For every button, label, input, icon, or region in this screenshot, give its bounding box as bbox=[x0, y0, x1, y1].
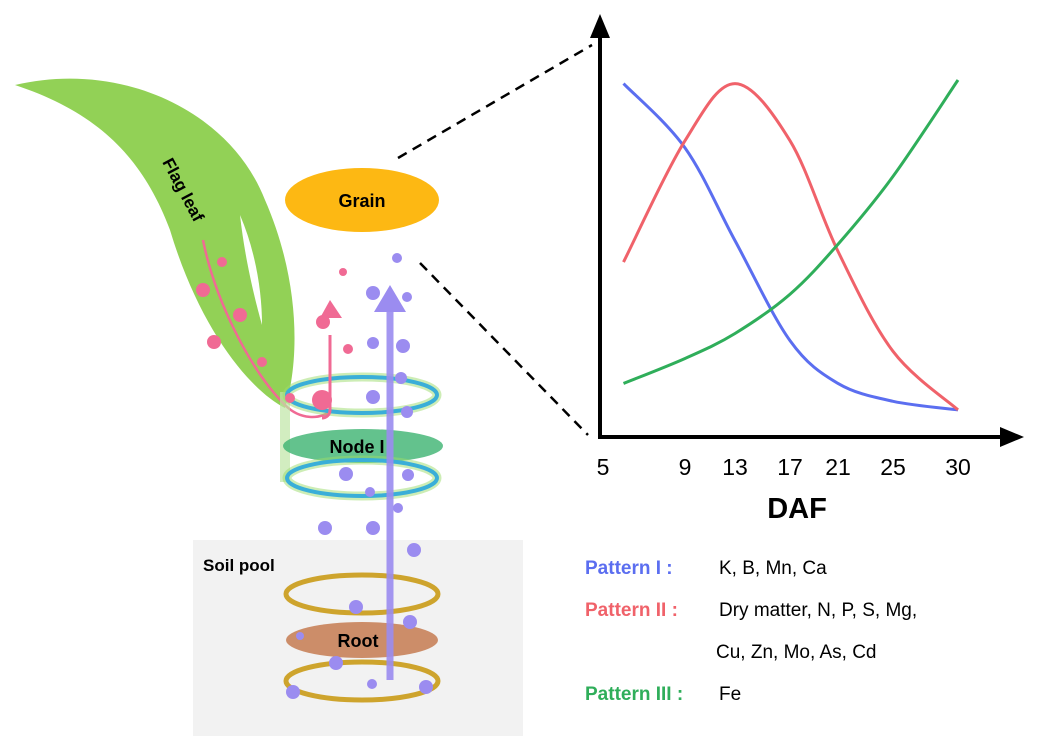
nutrient-particle-blue bbox=[402, 292, 412, 302]
legend-elements: Fe bbox=[719, 684, 741, 705]
nutrient-particle-blue bbox=[396, 339, 410, 353]
legend-elements: Cu, Zn, Mo, As, Cd bbox=[716, 642, 877, 663]
series-line-pattern-ii bbox=[622, 82, 960, 411]
nutrient-particle-blue bbox=[367, 679, 377, 689]
nutrient-particle-pink bbox=[343, 344, 353, 354]
nutrient-particle-blue bbox=[367, 337, 379, 349]
node-ring-top-line bbox=[285, 375, 439, 415]
series-line-pattern-i bbox=[622, 82, 959, 412]
legend-pattern-label: Pattern I : bbox=[585, 558, 673, 579]
node-ring-bottom-line bbox=[285, 458, 439, 498]
x-axis-label: DAF bbox=[767, 493, 827, 525]
nutrient-particle-blue bbox=[407, 543, 421, 557]
nutrient-particles bbox=[196, 253, 433, 699]
nutrient-particle-pink bbox=[339, 268, 347, 276]
flag-leaf bbox=[15, 78, 295, 408]
nutrient-particle-pink bbox=[316, 315, 330, 329]
xylem-arrow-head bbox=[374, 285, 406, 312]
x-tick-label: 21 bbox=[825, 454, 851, 480]
nutrient-particle-blue bbox=[366, 521, 380, 535]
nutrient-particle-blue bbox=[402, 469, 414, 481]
nutrient-particle-pink bbox=[207, 335, 221, 349]
nutrient-particle-blue bbox=[366, 390, 380, 404]
x-tick-label: 25 bbox=[880, 454, 906, 480]
nutrient-particle-blue bbox=[365, 487, 375, 497]
node-stem bbox=[280, 392, 290, 482]
nutrient-particle-blue bbox=[286, 685, 300, 699]
soil-pool-label: Soil pool bbox=[203, 556, 275, 575]
x-axis-arrow bbox=[1000, 427, 1024, 447]
root-disc bbox=[286, 622, 438, 658]
legend-elements: K, B, Mn, Ca bbox=[719, 558, 827, 579]
phloem-arrow-head bbox=[320, 300, 342, 318]
grain bbox=[285, 168, 439, 232]
zoom-line-top bbox=[397, 43, 593, 160]
leaf-transport-path bbox=[201, 239, 333, 419]
grain-label: Grain bbox=[338, 191, 385, 211]
nutrient-particle-blue bbox=[393, 503, 403, 513]
y-axis-arrow bbox=[590, 14, 610, 38]
nutrient-particle-blue bbox=[419, 680, 433, 694]
zoom-line-bottom bbox=[419, 262, 589, 436]
nutrient-particle-pink bbox=[312, 390, 332, 410]
series-line-pattern-iii bbox=[622, 79, 960, 385]
nutrient-particle-blue bbox=[401, 406, 413, 418]
legend: Pattern I : K, B, Mn, Ca Pattern II : Dry m… bbox=[585, 558, 917, 705]
legend-pattern-label: Pattern III : bbox=[585, 684, 683, 705]
x-tick-label: 13 bbox=[722, 454, 748, 480]
nutrient-particle-blue bbox=[339, 467, 353, 481]
nutrient-particle-blue bbox=[296, 632, 304, 640]
nutrient-particle-blue bbox=[366, 286, 380, 300]
nutrient-particle-pink bbox=[233, 308, 247, 322]
phloem-arrow-shaft bbox=[321, 335, 332, 420]
nutrient-particle-blue bbox=[318, 521, 332, 535]
nutrient-particle-pink bbox=[196, 283, 210, 297]
legend-pattern-label: Pattern II : bbox=[585, 600, 678, 621]
nutrient-particle-blue bbox=[392, 253, 402, 263]
leaf-slit bbox=[240, 215, 262, 325]
legend-elements: Dry matter, N, P, S, Mg, bbox=[719, 600, 917, 621]
nutrient-particle-blue bbox=[403, 615, 417, 629]
node-disc bbox=[283, 429, 443, 463]
nutrient-particle-pink bbox=[257, 357, 267, 367]
nutrient-particle-blue bbox=[349, 600, 363, 614]
x-tick-label: 17 bbox=[777, 454, 803, 480]
root-ring-top bbox=[283, 572, 441, 616]
x-tick-label: 9 bbox=[679, 454, 692, 480]
nutrient-particle-blue bbox=[395, 372, 407, 384]
root-ring-bottom bbox=[283, 659, 441, 703]
nutrient-particle-pink bbox=[217, 257, 227, 267]
x-tick-label: 5 bbox=[597, 454, 610, 480]
root-label: Root bbox=[338, 631, 379, 651]
nutrient-particle-blue bbox=[329, 656, 343, 670]
node-label: Node I bbox=[329, 437, 384, 457]
nutrient-particle-pink bbox=[285, 393, 295, 403]
x-tick-label: 30 bbox=[945, 454, 971, 480]
